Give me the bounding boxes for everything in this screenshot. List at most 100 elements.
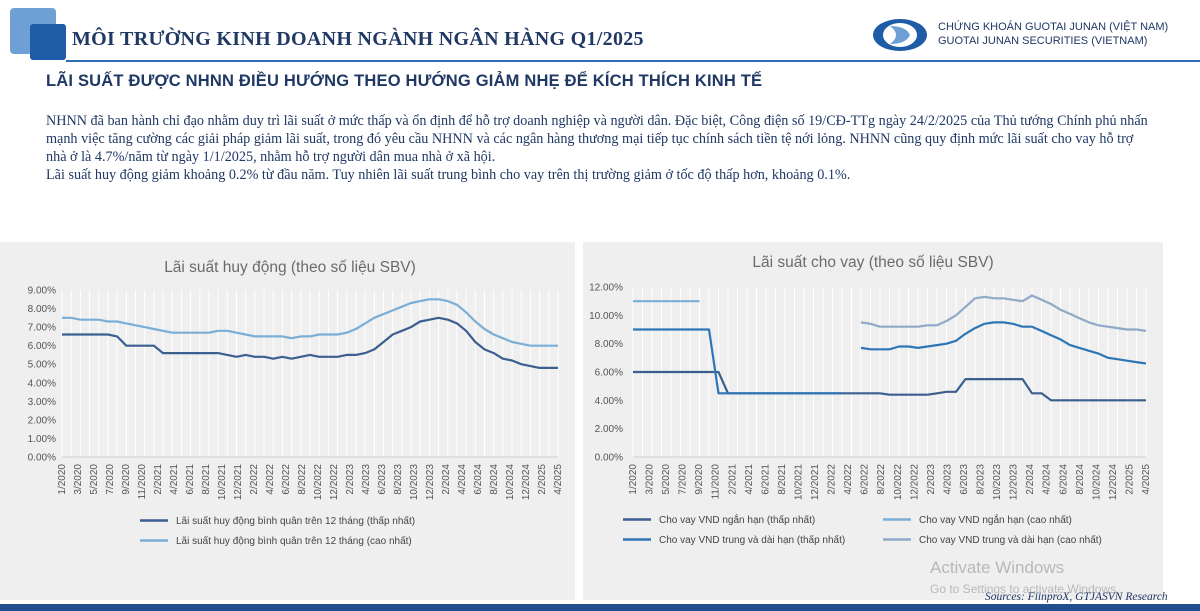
x-tick-label: 10/2021 — [217, 464, 228, 501]
x-tick-label: 2/2021 — [153, 464, 164, 495]
x-tick-label: 10/2021 — [793, 464, 804, 501]
page-title: MÔI TRƯỜNG KINH DOANH NGÀNH NGÂN HÀNG Q1… — [72, 28, 644, 50]
x-tick-label: 5/2020 — [89, 464, 100, 495]
x-tick-label: 10/2024 — [505, 464, 516, 501]
x-tick-label: 8/2024 — [1075, 464, 1086, 495]
x-tick-label: 2/2023 — [345, 464, 356, 495]
x-tick-label: 6/2021 — [760, 464, 771, 495]
x-tick-label: 8/2023 — [976, 464, 987, 495]
series-line-4 — [860, 294, 1147, 332]
x-tick-label: 4/2021 — [169, 464, 180, 495]
x-tick-label: 6/2022 — [860, 464, 871, 495]
brand-name-vn: CHỨNG KHOÁN GUOTAI JUNAN (VIỆT NAM) — [938, 21, 1169, 33]
y-tick-label: 12.00% — [589, 283, 623, 294]
deposit-rate-chart-panel: Lãi suất huy động (theo số liệu SBV) 0.00… — [0, 242, 575, 600]
brand-logo-icon — [873, 19, 927, 51]
y-tick-label: 0.00% — [595, 453, 623, 464]
x-tick-label: 2/2024 — [1025, 464, 1036, 495]
x-tick-label: 10/2023 — [409, 464, 420, 501]
source-note: Sources: FiinproX, GTJASVN Research — [985, 591, 1168, 603]
activation-watermark-title: Activate Windows — [930, 558, 1065, 577]
legend-entry: Lãi suất huy động bình quân trên 12 thán… — [176, 535, 412, 547]
x-tick-label: 8/2021 — [777, 464, 788, 495]
body-paragraph-2: Lãi suất huy động giảm khoảng 0.2% từ đầ… — [46, 167, 851, 183]
lending-rate-chart: Lãi suất cho vay (theo số liệu SBV) 0.00%… — [589, 254, 1152, 546]
x-tick-label: 12/2021 — [233, 464, 244, 501]
x-tick-label: 2/2025 — [537, 464, 548, 495]
y-tick-label: 3.00% — [28, 397, 56, 408]
legend-entry: Cho vay VND trung và dài hạn (cao nhất) — [919, 534, 1102, 546]
body-paragraph-1: NHNN đã ban hành chỉ đạo nhằm duy trì lã… — [46, 113, 1148, 165]
y-tick-label: 10.00% — [589, 311, 623, 322]
x-tick-label: 4/2023 — [942, 464, 953, 495]
body-text: NHNN đã ban hành chỉ đạo nhằm duy trì lã… — [46, 112, 1156, 184]
brand-name-en: GUOTAI JUNAN SECURITIES (VIETNAM) — [938, 35, 1148, 47]
x-tick-label: 6/2024 — [1058, 464, 1069, 495]
x-tick-label: 8/2024 — [489, 464, 500, 495]
y-tick-label: 2.00% — [28, 415, 56, 426]
brand-name: CHỨNG KHOÁN GUOTAI JUNAN (VIỆT NAM) GUOT… — [938, 20, 1168, 48]
x-tick-label: 2/2022 — [249, 464, 260, 495]
x-tick-label: 2/2024 — [441, 464, 452, 495]
y-tick-label: 2.00% — [595, 424, 623, 435]
x-tick-label: 12/2021 — [810, 464, 821, 501]
x-tick-label: 4/2024 — [457, 464, 468, 495]
x-tick-label: 12/2022 — [329, 464, 340, 501]
x-tick-label: 11/2020 — [137, 464, 148, 500]
x-tick-label: 8/2022 — [297, 464, 308, 495]
section-heading: LÃI SUẤT ĐƯỢC NHNN ĐIỀU HƯỚNG THEO HƯỚNG… — [46, 72, 763, 90]
legend-entry: Cho vay VND ngắn hạn (cao nhất) — [919, 513, 1072, 526]
x-tick-label: 2/2022 — [827, 464, 838, 495]
y-tick-label: 8.00% — [595, 339, 623, 350]
x-tick-label: 12/2023 — [425, 464, 436, 501]
series-line-1 — [633, 370, 1146, 402]
x-tick-label: 12/2024 — [521, 464, 532, 501]
x-tick-label: 10/2022 — [893, 464, 904, 501]
x-tick-label: 4/2022 — [265, 464, 276, 495]
y-tick-label: 0.00% — [28, 453, 56, 464]
y-tick-label: 6.00% — [595, 368, 623, 379]
x-tick-label: 9/2020 — [694, 464, 705, 495]
x-tick-label: 10/2023 — [992, 464, 1003, 501]
series-line-2 — [62, 298, 558, 347]
x-tick-label: 7/2020 — [105, 464, 116, 495]
legend-entry: Cho vay VND trung và dài hạn (thấp nhất) — [659, 534, 845, 546]
x-tick-label: 6/2023 — [959, 464, 970, 495]
y-tick-label: 7.00% — [28, 323, 56, 334]
x-tick-label: 4/2024 — [1042, 464, 1053, 495]
x-tick-label: 5/2020 — [661, 464, 672, 495]
x-tick-label: 6/2024 — [473, 464, 484, 495]
activation-watermark-hint: Go to Settings to activate Windows. — [930, 582, 1120, 596]
legend-entry: Cho vay VND ngắn hạn (thấp nhất) — [659, 513, 815, 526]
footer-bar — [0, 604, 1200, 611]
series-line-3 — [633, 321, 1147, 395]
x-tick-label: 4/2025 — [553, 464, 564, 495]
x-tick-label: 11/2020 — [711, 464, 722, 500]
x-tick-label: 2/2023 — [926, 464, 937, 495]
lending-rate-chart-panel: Lãi suất cho vay (theo số liệu SBV) 0.00%… — [583, 242, 1163, 600]
x-tick-label: 2/2021 — [727, 464, 738, 495]
x-tick-label: 12/2023 — [1009, 464, 1020, 501]
x-tick-label: 6/2021 — [185, 464, 196, 495]
y-tick-label: 4.00% — [28, 378, 56, 389]
header-divider — [66, 60, 1200, 62]
x-tick-label: 4/2023 — [361, 464, 372, 495]
x-tick-label: 4/2021 — [744, 464, 755, 495]
y-tick-label: 5.00% — [28, 360, 56, 371]
x-tick-label: 10/2022 — [313, 464, 324, 501]
x-tick-label: 1/2020 — [57, 464, 68, 495]
x-tick-label: 2/2025 — [1124, 464, 1135, 495]
y-tick-label: 8.00% — [28, 304, 56, 315]
x-tick-label: 4/2025 — [1141, 464, 1152, 495]
x-tick-label: 8/2022 — [876, 464, 887, 495]
x-tick-label: 4/2022 — [843, 464, 854, 495]
deposit-rate-chart: Lãi suất huy động (theo số liệu SBV) 0.00… — [28, 259, 564, 547]
chart-title: Lãi suất cho vay (theo số liệu SBV) — [752, 254, 993, 271]
x-tick-label: 8/2023 — [393, 464, 404, 495]
x-tick-label: 3/2020 — [645, 464, 656, 495]
x-tick-label: 7/2020 — [678, 464, 689, 495]
x-tick-label: 9/2020 — [121, 464, 132, 495]
x-tick-label: 12/2022 — [909, 464, 920, 501]
chart-title: Lãi suất huy động (theo số liệu SBV) — [164, 259, 416, 276]
